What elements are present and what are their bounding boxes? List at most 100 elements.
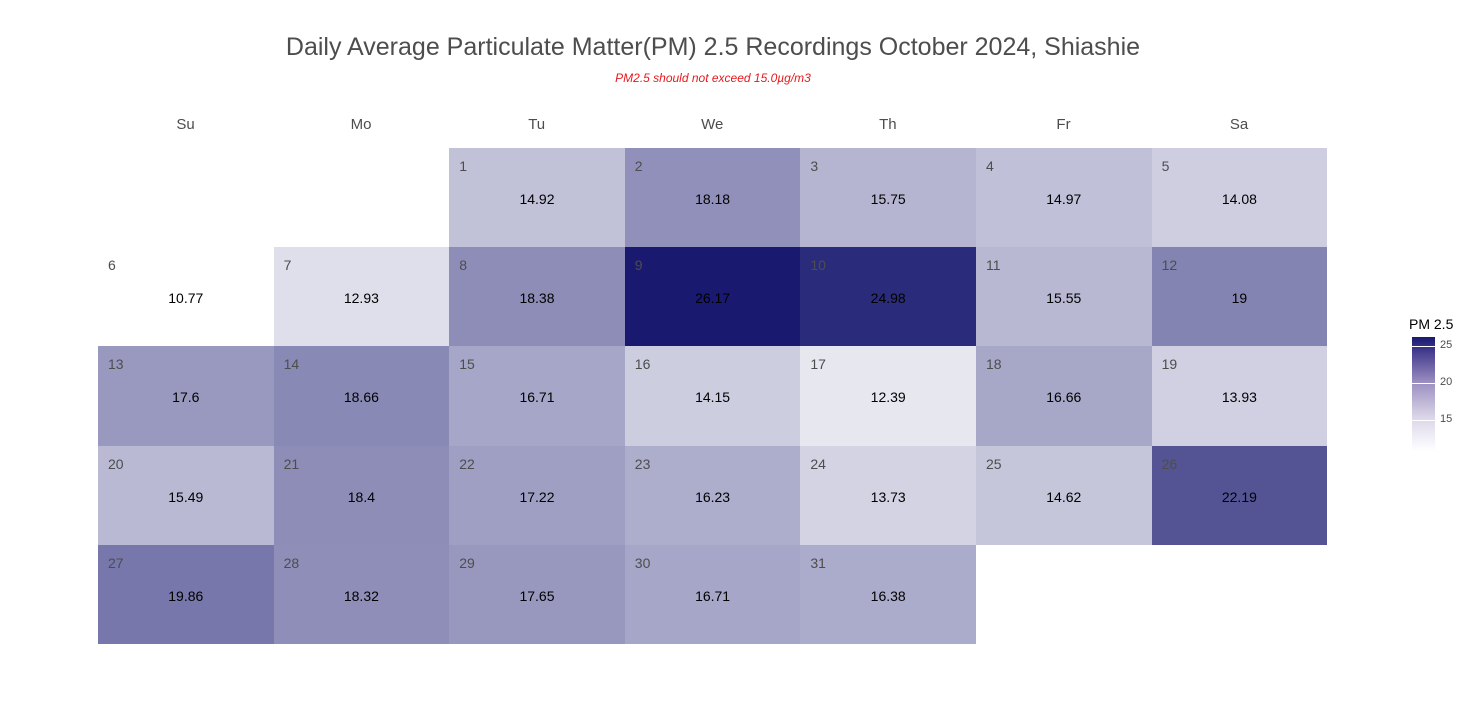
pm25-value-label: 16.66 — [1046, 389, 1082, 406]
pm25-value-label: 18.32 — [343, 587, 379, 604]
day-number: 31 — [810, 554, 826, 571]
day-cell: 27 19.86 — [98, 544, 274, 644]
day-number: 11 — [986, 257, 1001, 274]
day-cell: 11 15.55 — [976, 247, 1152, 347]
day-cell: 3 15.75 — [800, 148, 976, 248]
day-number: 30 — [634, 554, 651, 571]
pm25-value-label: 16.23 — [695, 488, 731, 505]
day-number: 8 — [459, 257, 467, 274]
day-number: 24 — [810, 455, 826, 472]
day-number: 2 — [634, 158, 643, 174]
day-number: 6 — [108, 257, 116, 274]
day-number: 7 — [283, 257, 292, 274]
day-number: 29 — [459, 554, 475, 571]
day-number: 13 — [108, 356, 124, 373]
day-cell: 4 14.97 — [976, 148, 1152, 248]
day-cell: 25 14.62 — [976, 445, 1152, 545]
day-number: 4 — [986, 158, 994, 174]
pm25-value-label: 12.39 — [870, 389, 906, 406]
day-cell: 12 19 — [1151, 247, 1328, 347]
day-number: 20 — [108, 455, 124, 472]
pm25-value-label: 16.71 — [695, 587, 731, 604]
pm25-value-label: 19.86 — [168, 587, 204, 604]
pm25-value-label: 18.18 — [695, 191, 731, 207]
chart-title: Daily Average Particulate Matter(PM) 2.5… — [285, 33, 1141, 61]
pm25-value-label: 14.97 — [1046, 191, 1082, 207]
day-number: 17 — [810, 356, 826, 373]
pm25-value-label: 14.08 — [1221, 191, 1257, 207]
legend-color-bar — [1412, 337, 1435, 451]
day-cell: 24 13.73 — [800, 445, 976, 545]
legend-tick-label: 15 — [1440, 412, 1453, 425]
legend-tick-label: 25 — [1440, 338, 1453, 351]
pm25-value-label: 17.22 — [519, 488, 555, 505]
legend-title: PM 2.5 — [1409, 316, 1454, 332]
day-number: 27 — [108, 554, 124, 571]
pm25-value-label: 14.15 — [695, 389, 731, 406]
day-cell: 6 10.77 — [98, 247, 274, 347]
pm25-value-label: 14.92 — [519, 191, 555, 207]
legend-tick-mark — [1412, 419, 1435, 421]
legend-tick-mark — [1412, 382, 1435, 384]
weekday-label-mo: Mo — [350, 116, 372, 133]
day-cell: 18 16.66 — [976, 346, 1152, 446]
day-cell: 2 18.18 — [624, 148, 801, 248]
day-cell: 10 24.98 — [800, 247, 976, 347]
pm25-value-label: 24.98 — [870, 290, 906, 307]
weekday-label-we: We — [701, 116, 724, 133]
pm25-value-label: 19 — [1231, 290, 1248, 307]
weekday-label-tu: Tu — [528, 116, 546, 133]
day-number: 23 — [634, 455, 651, 472]
day-number: 9 — [634, 257, 643, 274]
weekday-label-th: Th — [879, 116, 897, 133]
day-number: 14 — [283, 356, 300, 373]
day-number: 25 — [986, 455, 1002, 472]
weekday-label-fr: Fr — [1056, 116, 1071, 133]
day-cell: 20 15.49 — [98, 445, 274, 545]
day-cell: 22 17.22 — [449, 445, 625, 545]
day-number: 19 — [1161, 356, 1178, 373]
day-cell: 29 17.65 — [449, 544, 625, 644]
day-number: 18 — [986, 356, 1002, 373]
day-number: 21 — [283, 455, 300, 472]
pm25-value-label: 13.73 — [870, 488, 906, 505]
legend-tick-mark — [1412, 345, 1435, 347]
legend-tick-label: 20 — [1440, 375, 1453, 388]
day-cell: 23 16.23 — [624, 445, 801, 545]
day-number: 15 — [459, 356, 475, 373]
chart-subtitle: PM2.5 should not exceed 15.0µg/m3 — [615, 71, 811, 85]
pm25-value-label: 18.4 — [347, 488, 376, 505]
pm25-value-label: 16.71 — [519, 389, 555, 406]
day-cell: 13 17.6 — [98, 346, 274, 446]
day-cell: 28 18.32 — [273, 544, 450, 644]
day-cell: 9 26.17 — [624, 247, 801, 347]
day-cell: 15 16.71 — [449, 346, 625, 446]
pm25-value-label: 26.17 — [695, 290, 731, 307]
day-number: 1 — [459, 158, 467, 174]
day-cell: 8 18.38 — [449, 247, 625, 347]
pm25-value-label: 13.93 — [1221, 389, 1257, 406]
day-number: 5 — [1161, 158, 1170, 174]
day-number: 10 — [810, 257, 826, 274]
pm25-value-label: 17.65 — [519, 587, 555, 604]
day-number: 3 — [810, 158, 819, 174]
pm25-value-label: 22.19 — [1221, 488, 1257, 505]
day-cell: 31 16.38 — [800, 544, 976, 644]
weekday-label-sa: Sa — [1229, 116, 1249, 133]
day-cell: 7 12.93 — [273, 247, 450, 347]
pm25-value-label: 15.49 — [168, 488, 204, 505]
weekday-label-su: Su — [176, 116, 195, 133]
day-number: 26 — [1161, 455, 1178, 472]
pm25-value-label: 17.6 — [172, 389, 200, 406]
day-cell: 16 14.15 — [624, 346, 801, 446]
day-number: 22 — [459, 455, 475, 472]
day-cell: 17 12.39 — [800, 346, 976, 446]
day-cell: 21 18.4 — [273, 445, 450, 545]
pm25-value-label: 12.93 — [343, 290, 379, 307]
day-number: 12 — [1161, 257, 1178, 274]
day-cell: 19 13.93 — [1151, 346, 1328, 446]
day-number: 28 — [283, 554, 300, 571]
day-cell: 14 18.66 — [273, 346, 450, 446]
day-cell: 26 22.19 — [1151, 445, 1328, 545]
pm25-value-label: 18.66 — [343, 389, 379, 406]
